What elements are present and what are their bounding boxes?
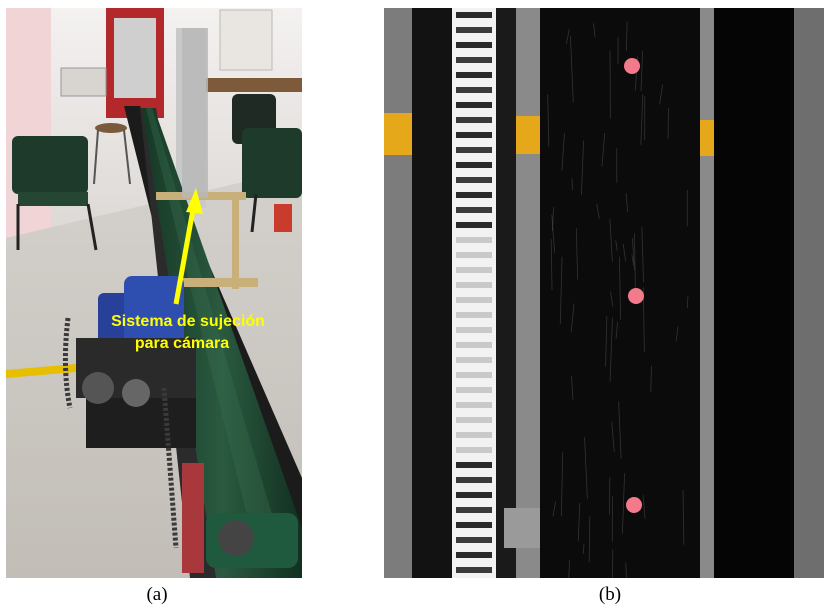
belt-top-view <box>384 8 824 578</box>
caption-b: (b) <box>598 584 622 605</box>
annotation-line-1: Sistema de sujeción <box>111 313 265 330</box>
annotation-line-2: para cámara <box>135 335 229 352</box>
marker-2 <box>628 288 644 304</box>
marker-3 <box>626 497 642 513</box>
measurement-ruler <box>456 12 492 573</box>
marker-1 <box>624 58 640 74</box>
conveyor-photo: Sistema de sujeción para cámara <box>6 8 302 578</box>
caption-a: (a) <box>146 584 168 605</box>
photo-panel-b <box>384 8 824 578</box>
photo-panel-a: Sistema de sujeción para cámara <box>6 8 302 578</box>
